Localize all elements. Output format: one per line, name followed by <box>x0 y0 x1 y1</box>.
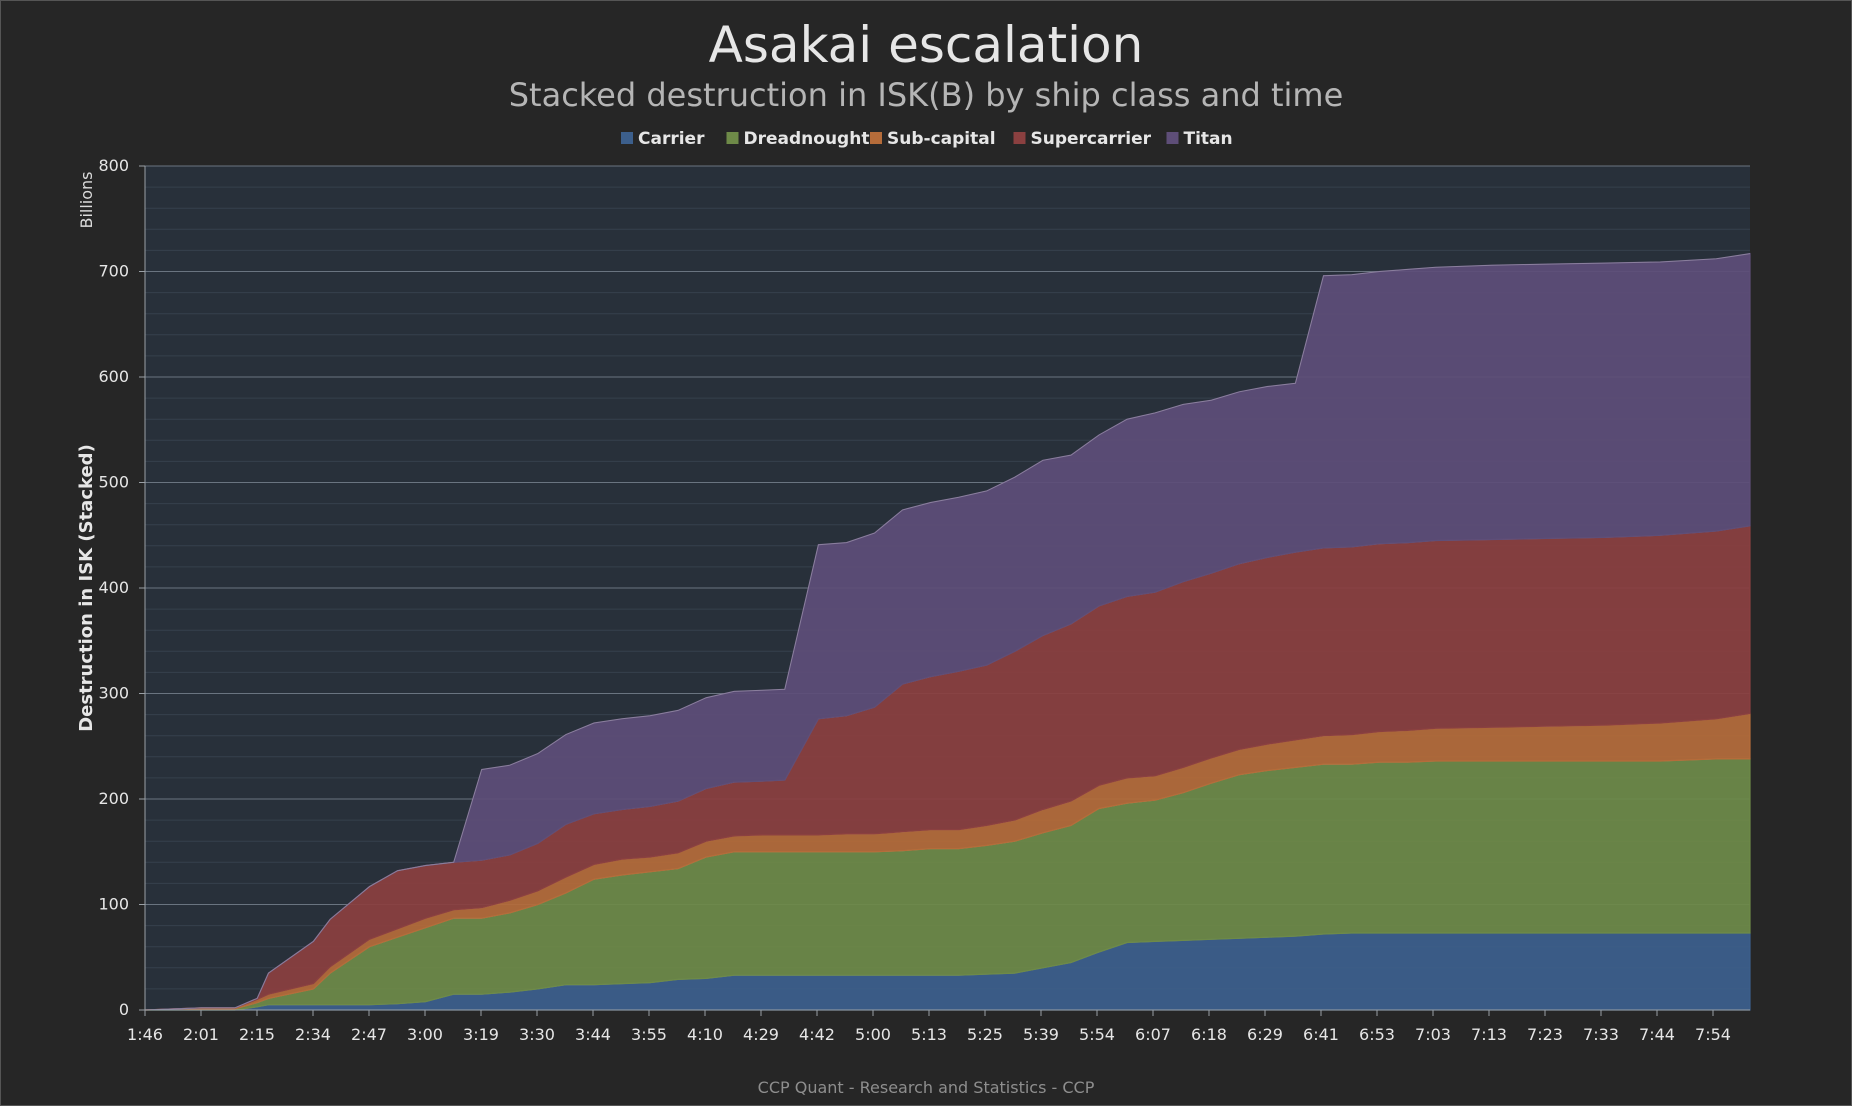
chart-title: Asakai escalation <box>709 16 1144 74</box>
y-tick-label: 800 <box>98 156 129 175</box>
x-tick-label: 7:44 <box>1639 1025 1675 1044</box>
x-tick-label: 3:30 <box>519 1025 555 1044</box>
series-area-titan <box>144 252 1751 1011</box>
x-tick-label: 4:10 <box>687 1025 723 1044</box>
x-tick-label: 7:03 <box>1415 1025 1451 1044</box>
legend-swatch <box>870 132 882 144</box>
x-tick-label: 1:46 <box>127 1025 163 1044</box>
x-tick-label: 7:54 <box>1695 1025 1731 1044</box>
legend-item-label: Supercarrier <box>1031 129 1152 149</box>
x-tick-label: 3:00 <box>407 1025 443 1044</box>
y-tick-label: 600 <box>98 367 129 386</box>
x-tick-label: 5:00 <box>855 1025 891 1044</box>
legend-swatch <box>621 132 633 144</box>
legend-item-label: Titan <box>1184 129 1233 149</box>
legend-item-label: Dreadnought <box>744 129 870 149</box>
x-tick-label: 4:29 <box>743 1025 779 1044</box>
x-tick-label: 2:34 <box>295 1025 331 1044</box>
x-tick-label: 4:42 <box>799 1025 835 1044</box>
x-tick-label: 3:19 <box>463 1025 499 1044</box>
x-tick-label: 6:41 <box>1303 1025 1339 1044</box>
y-axis: 0 100 200 300 400 500 600 700 800 <box>98 156 146 1019</box>
x-axis: 1:46 2:01 2:15 2:34 2:47 3:00 3:19 3:30 3:44 3:55… <box>127 1009 1750 1044</box>
x-tick-label: 6:53 <box>1359 1025 1395 1044</box>
x-tick-label: 7:13 <box>1471 1025 1507 1044</box>
series-areas <box>144 252 1751 1011</box>
y-tick-label: 500 <box>98 473 129 492</box>
x-tick-label: 6:29 <box>1247 1025 1283 1044</box>
y-axis-unit: Billions <box>77 171 96 228</box>
x-tick-label: 5:39 <box>1023 1025 1059 1044</box>
y-tick-label: 100 <box>98 895 129 914</box>
legend-item-label: Sub-capital <box>887 129 996 149</box>
legend-swatch <box>726 132 739 144</box>
x-tick-label: 6:07 <box>1135 1025 1171 1044</box>
y-tick-label: 300 <box>98 684 129 703</box>
x-tick-label: 2:47 <box>351 1025 387 1044</box>
legend-swatch <box>1166 132 1179 144</box>
y-tick-label: 700 <box>98 262 129 281</box>
x-tick-label: 3:55 <box>631 1025 667 1044</box>
x-tick-label: 7:33 <box>1583 1025 1619 1044</box>
x-tick-label: 5:13 <box>911 1025 947 1044</box>
series-edge-titan <box>144 253 1751 1011</box>
x-tick-label: 6:18 <box>1191 1025 1227 1044</box>
y-axis-label: Destruction in ISK (Stacked) <box>76 444 97 732</box>
chart-subtitle: Stacked destruction in ISK(B) by ship cl… <box>509 76 1344 114</box>
x-tick-label: 5:25 <box>967 1025 1003 1044</box>
legend: Carrier Dreadnought Sub-capital Supercarrie… <box>621 129 1233 149</box>
x-tick-label: 7:23 <box>1527 1025 1563 1044</box>
x-tick-label: 2:01 <box>183 1025 219 1044</box>
legend-item-label: Carrier <box>638 129 705 149</box>
x-tick-label: 5:54 <box>1079 1025 1115 1044</box>
chart-credit: CCP Quant - Research and Statistics - CC… <box>758 1078 1095 1097</box>
y-tick-label: 400 <box>98 578 129 597</box>
y-tick-label: 200 <box>98 789 129 808</box>
x-tick-label: 2:15 <box>239 1025 275 1044</box>
x-tick-label: 3:44 <box>575 1025 611 1044</box>
y-tick-label: 0 <box>119 1000 129 1019</box>
legend-swatch <box>1013 132 1026 144</box>
